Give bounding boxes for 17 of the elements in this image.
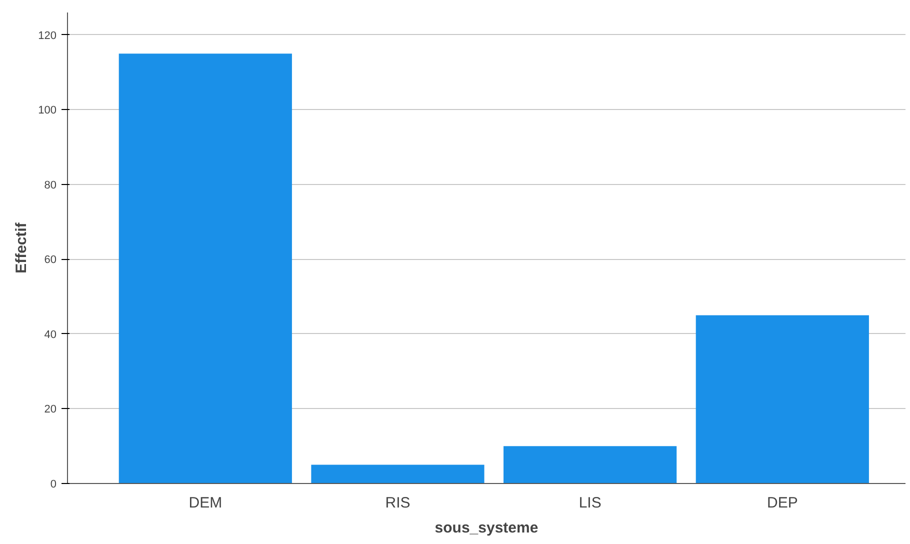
bar	[118, 54, 292, 484]
y-tick-label: 0	[50, 478, 57, 490]
y-tick-label: 20	[44, 404, 57, 416]
y-axis-title: Effectif	[13, 222, 30, 274]
x-tick-label: RIS	[385, 494, 410, 512]
bar	[504, 446, 677, 484]
x-axis-title: sous_systeme	[434, 520, 538, 536]
x-tick-label: DEP	[766, 494, 798, 512]
bar	[696, 315, 869, 484]
x-tick-label: DEM	[188, 494, 222, 512]
y-tick-label: 80	[44, 179, 57, 192]
y-tick-label: 100	[38, 104, 57, 117]
y-tick-label: 60	[44, 254, 57, 266]
y-tick-label: 120	[38, 30, 57, 42]
bar	[311, 464, 484, 484]
y-tick-label: 40	[44, 328, 57, 341]
x-tick-label: LIS	[578, 494, 602, 512]
